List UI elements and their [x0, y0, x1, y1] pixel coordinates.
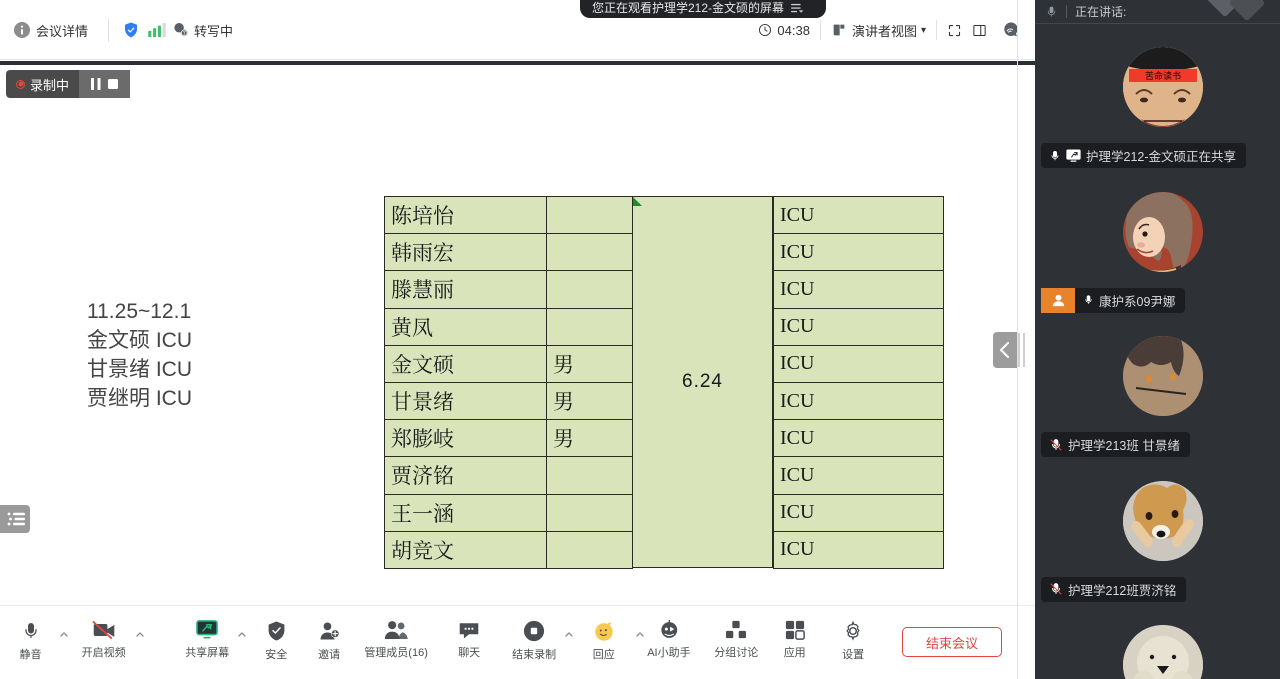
svg-text:苦命读书: 苦命读书 [1145, 70, 1181, 81]
svg-text:T: T [183, 31, 186, 36]
